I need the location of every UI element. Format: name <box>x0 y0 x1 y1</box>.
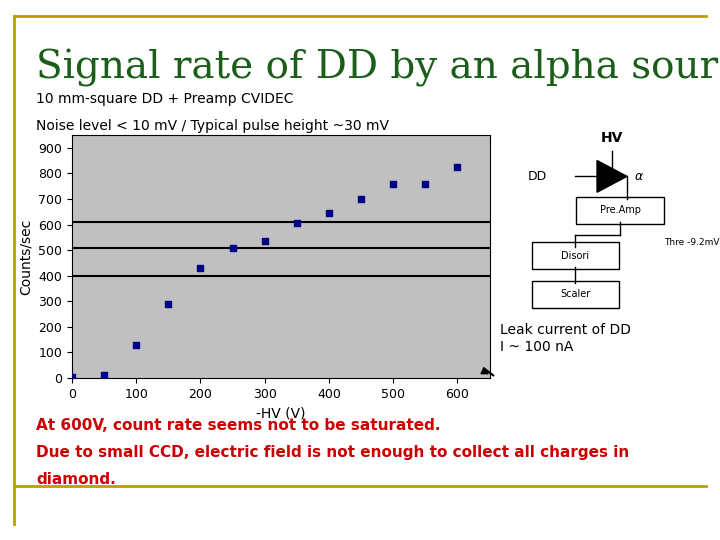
Text: Signal rate of DD by an alpha source.: Signal rate of DD by an alpha source. <box>36 49 720 86</box>
Polygon shape <box>597 160 627 192</box>
Point <box>227 243 238 252</box>
Text: diamond.: diamond. <box>36 472 116 488</box>
Text: $\alpha$: $\alpha$ <box>634 170 644 183</box>
Text: Scaler: Scaler <box>560 289 590 299</box>
Point <box>194 264 206 272</box>
Point <box>66 373 78 381</box>
Point <box>356 194 367 203</box>
Text: Disori: Disori <box>562 251 590 261</box>
Point <box>451 163 463 171</box>
FancyBboxPatch shape <box>531 242 619 269</box>
Text: 10 mm-square DD + Preamp CVIDEC: 10 mm-square DD + Preamp CVIDEC <box>36 92 294 106</box>
Point <box>259 237 271 246</box>
Point <box>420 179 431 188</box>
Point <box>291 219 302 227</box>
Point <box>323 208 335 217</box>
X-axis label: -HV (V): -HV (V) <box>256 406 305 420</box>
FancyBboxPatch shape <box>531 281 619 308</box>
Point <box>387 179 399 188</box>
Text: HV: HV <box>600 131 624 145</box>
Text: DD: DD <box>528 170 547 183</box>
Text: Due to small CCD, electric field is not enough to collect all charges in: Due to small CCD, electric field is not … <box>36 446 629 461</box>
Text: At 600V, count rate seems not to be saturated.: At 600V, count rate seems not to be satu… <box>36 418 441 434</box>
Point <box>99 371 110 380</box>
Text: Pre.Amp: Pre.Amp <box>600 205 641 215</box>
Text: Thre -9.2mV: Thre -9.2mV <box>665 238 720 247</box>
Y-axis label: Counts/sec: Counts/sec <box>19 218 32 295</box>
Text: Leak current of DD
I ~ 100 nA: Leak current of DD I ~ 100 nA <box>500 323 631 354</box>
Point <box>130 340 142 349</box>
FancyBboxPatch shape <box>577 197 665 224</box>
Point <box>163 300 174 308</box>
Text: Noise level < 10 mV / Typical pulse height ~30 mV: Noise level < 10 mV / Typical pulse heig… <box>36 119 389 133</box>
